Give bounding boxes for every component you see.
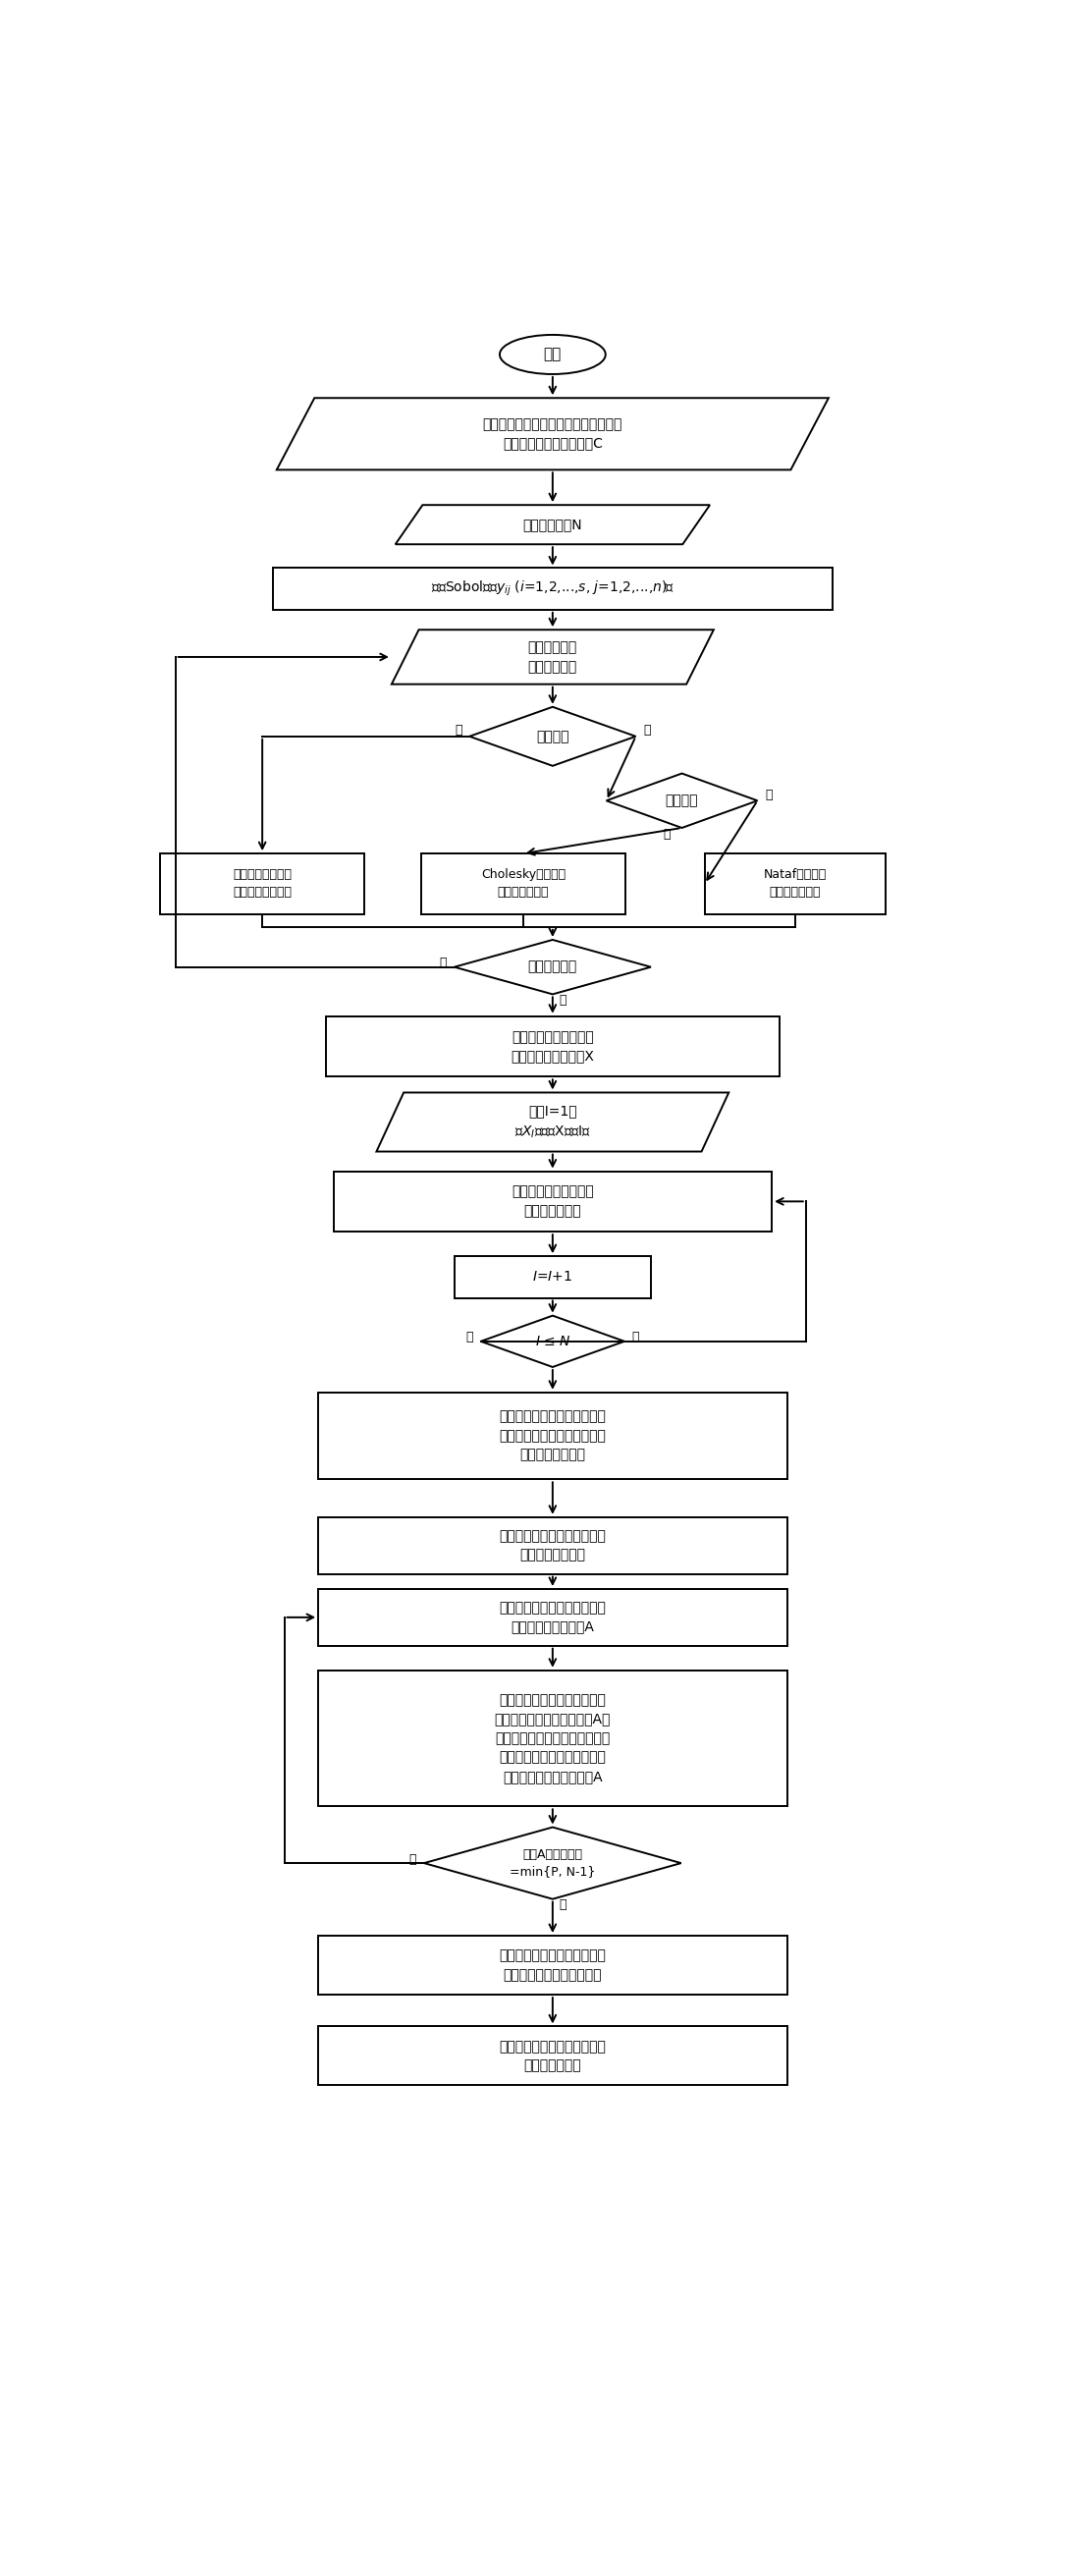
Polygon shape — [454, 940, 651, 994]
Text: 计算系统状态矩阵特征
值，并保存结果: 计算系统状态矩阵特征 值，并保存结果 — [511, 1185, 593, 1218]
Polygon shape — [318, 2027, 787, 2087]
Text: 否: 否 — [439, 956, 447, 969]
Text: 否: 否 — [632, 1332, 640, 1345]
Ellipse shape — [500, 335, 605, 374]
Polygon shape — [481, 1316, 625, 1368]
Text: 是否正态: 是否正态 — [666, 793, 698, 806]
Text: 将得到的样本合成得到
输入随机变量的矩阵X: 将得到的样本合成得到 输入随机变量的矩阵X — [511, 1030, 595, 1064]
Polygon shape — [276, 397, 829, 469]
Polygon shape — [424, 1826, 681, 1899]
Polygon shape — [318, 1517, 787, 1574]
Text: 获得Sobol序列$y_{ij}$ ($i$=1,2,...,$s$, $j$=1,2,...,$n$)。: 获得Sobol序列$y_{ij}$ ($i$=1,2,...,$s$, $j$=… — [431, 580, 674, 598]
Text: 得到系统输出的概率密度函数
和累积分布函数: 得到系统输出的概率密度函数 和累积分布函数 — [500, 2040, 606, 2074]
Text: $I$ ≤ $N$: $I$ ≤ $N$ — [535, 1334, 571, 1347]
Text: 否: 否 — [409, 1852, 416, 1865]
Text: Nataf变换获得
相关变量的样本: Nataf变换获得 相关变量的样本 — [764, 868, 827, 899]
Polygon shape — [392, 629, 713, 685]
Text: 是: 是 — [466, 1332, 474, 1345]
Text: 获得电网数据、随机变量模型及其累积
概率分布、相关系数矩阵C: 获得电网数据、随机变量模型及其累积 概率分布、相关系数矩阵C — [482, 417, 623, 451]
Text: 是: 是 — [559, 994, 566, 1007]
Text: Cholesky分解获得
相关变量的样本: Cholesky分解获得 相关变量的样本 — [481, 868, 565, 899]
Text: 是否相关: 是否相关 — [536, 729, 569, 744]
Polygon shape — [318, 1669, 787, 1806]
Polygon shape — [318, 1935, 787, 1994]
Polygon shape — [705, 853, 886, 914]
Polygon shape — [454, 1257, 651, 1298]
Text: 设置I=1，
设$X_I$为矩阵X的第I列: 设置I=1， 设$X_I$为矩阵X的第I列 — [515, 1105, 590, 1141]
Polygon shape — [395, 505, 710, 544]
Text: 得到正交多项式基经筛选后的
稀疏多项式混沌展开表达式: 得到正交多项式基经筛选后的 稀疏多项式混沌展开表达式 — [500, 1950, 606, 1981]
Polygon shape — [318, 1589, 787, 1646]
Polygon shape — [377, 1092, 728, 1151]
Text: 采用回归估计法得到正交多项
式基系数的估计式: 采用回归估计法得到正交多项 式基系数的估计式 — [500, 1530, 606, 1561]
Text: $I$=$I$+1: $I$=$I$+1 — [532, 1270, 573, 1283]
Text: 集合A中元素个数
=min{P, N-1}: 集合A中元素个数 =min{P, N-1} — [509, 1850, 596, 1878]
Polygon shape — [421, 853, 625, 914]
Polygon shape — [606, 773, 757, 827]
Text: 否: 否 — [454, 724, 462, 737]
Polygon shape — [273, 569, 832, 611]
Text: 根据累积概率分布
的逆函数获得样本: 根据累积概率分布 的逆函数获得样本 — [233, 868, 291, 899]
Polygon shape — [469, 706, 636, 765]
Text: 确定采样规模N: 确定采样规模N — [523, 518, 583, 531]
Polygon shape — [333, 1172, 771, 1231]
Text: 是: 是 — [765, 788, 773, 801]
Text: 选取对残差相关性最强的正交
多项式基，移入集合A: 选取对残差相关性最强的正交 多项式基，移入集合A — [500, 1600, 606, 1633]
Text: 是: 是 — [559, 1899, 566, 1911]
Text: 开始: 开始 — [544, 348, 561, 361]
Polygon shape — [161, 853, 365, 914]
Text: 是否遍历完全: 是否遍历完全 — [528, 961, 577, 974]
Text: 将对残差相关性最强的正交多
项式基的系数沿残差与集合A的
最小二乘估计方向增加，直到相
关度和残差与另一正交多项式
基相等，将后者移入集合A: 将对残差相关性最强的正交多 项式基的系数沿残差与集合A的 最小二乘估计方向增加，… — [494, 1692, 611, 1783]
Text: 按照遍历次序
选择某个变量: 按照遍历次序 选择某个变量 — [528, 641, 577, 672]
Polygon shape — [318, 1394, 787, 1479]
Text: 否: 否 — [664, 827, 670, 840]
Text: 将用样本计算得到的状态矩阵
特征值表达为关于标准正交多
项式基的混沌展开: 将用样本计算得到的状态矩阵 特征值表达为关于标准正交多 项式基的混沌展开 — [500, 1409, 606, 1463]
Polygon shape — [326, 1015, 779, 1077]
Text: 是: 是 — [643, 724, 651, 737]
